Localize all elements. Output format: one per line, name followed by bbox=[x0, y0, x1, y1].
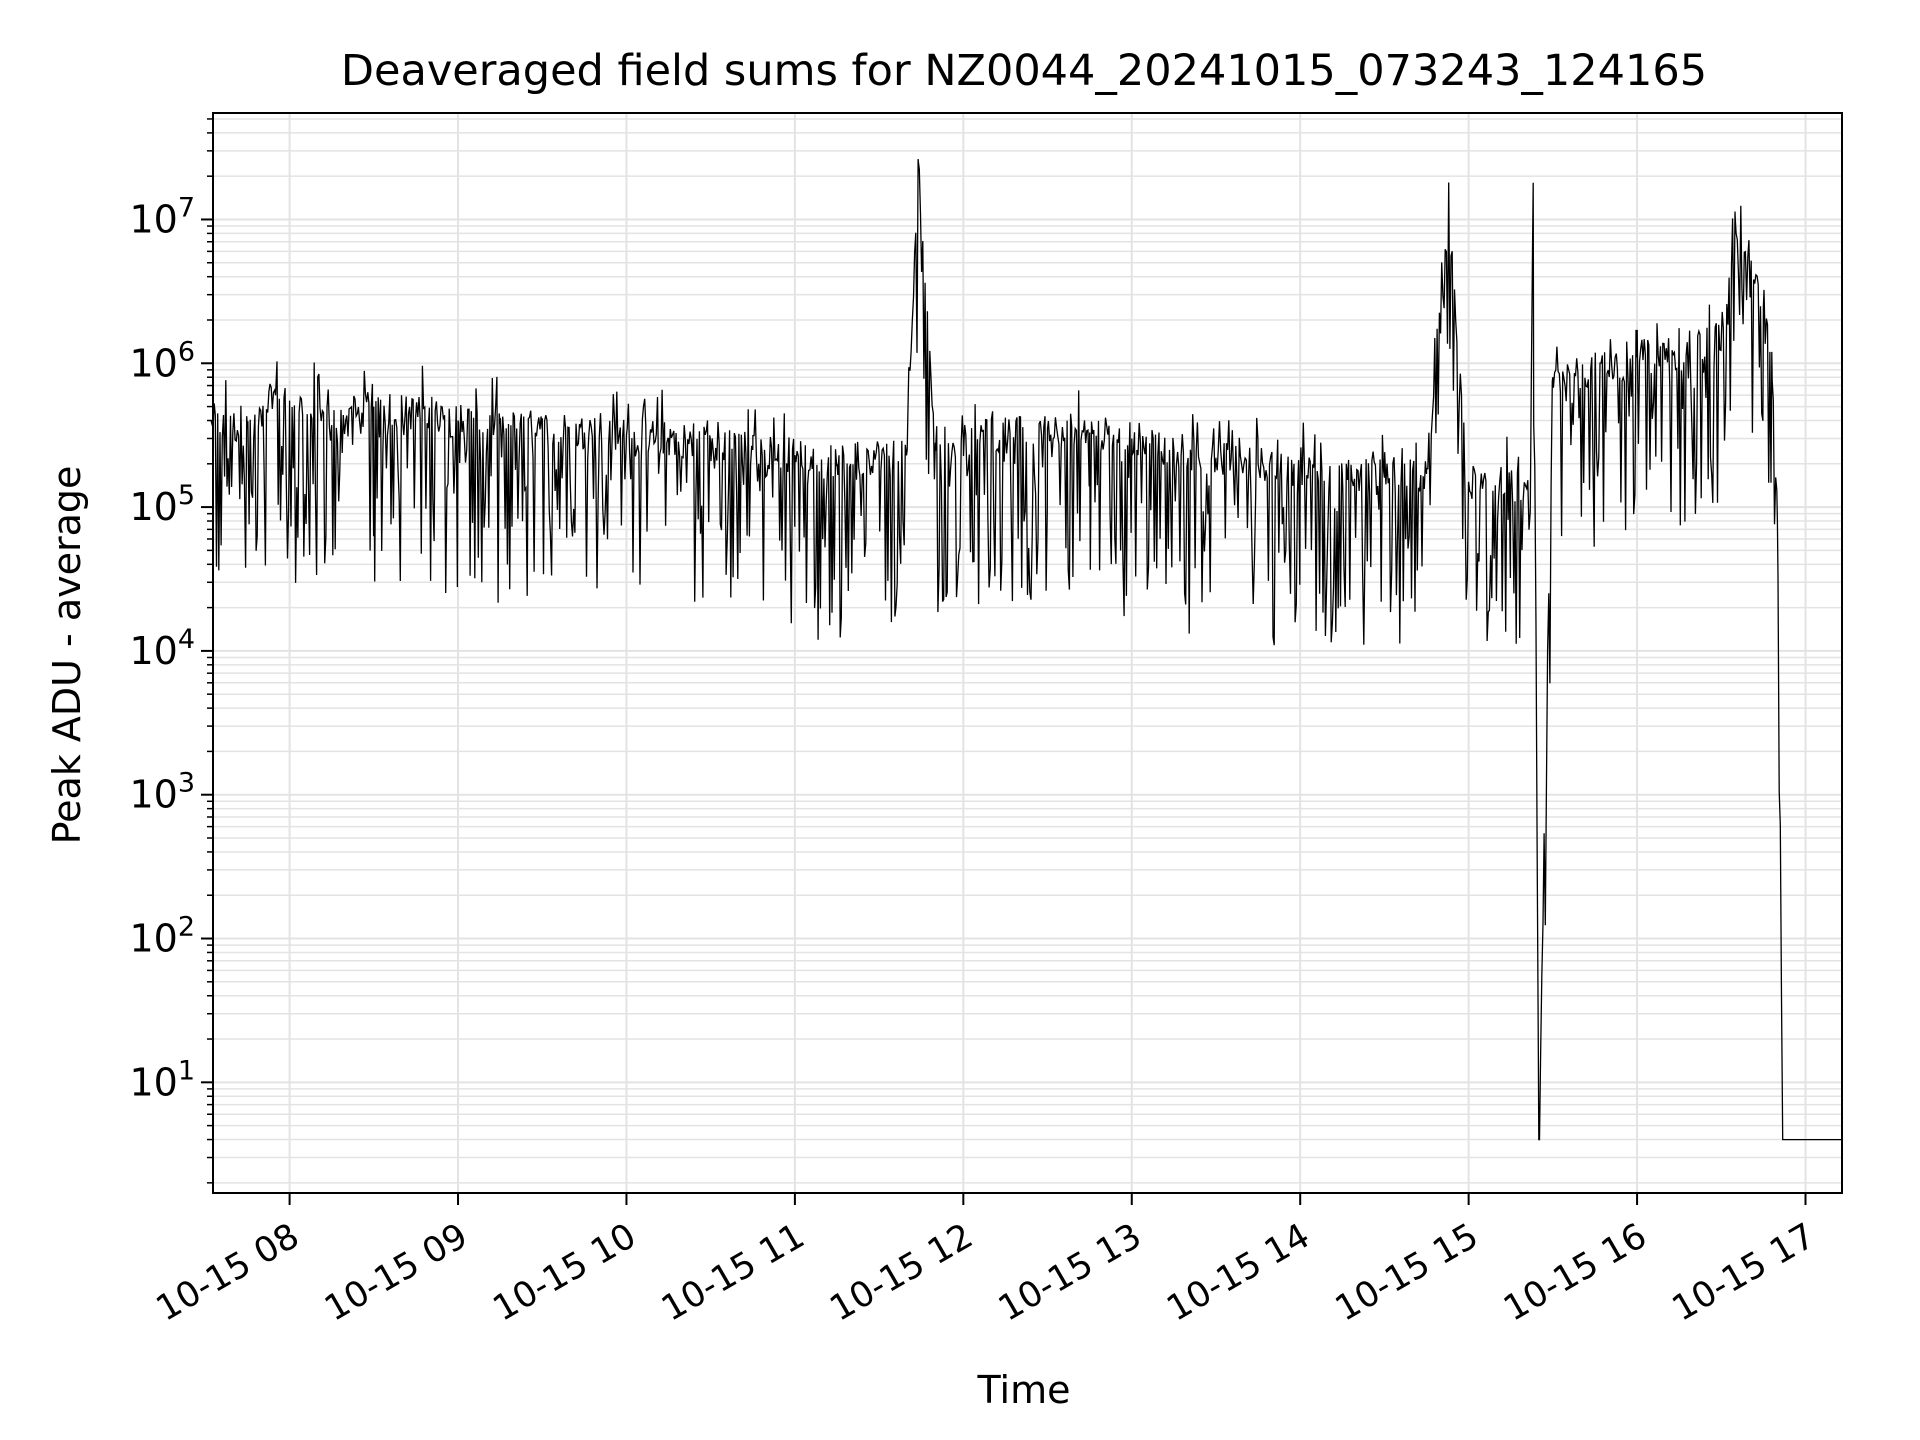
tick-layer: 10-15 08 10-15 09 10-15 10 10-15 11 10-15 12… bbox=[129, 118, 1822, 1329]
y-tick-label: 105 bbox=[129, 480, 195, 529]
series-line bbox=[210, 159, 1842, 1141]
chart-title: Deaveraged field sums for NZ0044_2024101… bbox=[341, 46, 1707, 96]
x-axis-label: Time bbox=[977, 1368, 1071, 1412]
x-tick-label: 10-15 17 bbox=[1666, 1216, 1822, 1329]
grid-layer bbox=[213, 113, 1842, 1193]
x-tick-label: 10-15 11 bbox=[655, 1216, 811, 1329]
x-tick-label: 10-15 16 bbox=[1497, 1216, 1653, 1329]
y-tick-label: 107 bbox=[129, 192, 195, 241]
y-tick-label: 103 bbox=[129, 768, 195, 817]
x-tick-label: 10-15 08 bbox=[150, 1216, 306, 1329]
x-tick-label: 10-15 10 bbox=[487, 1216, 643, 1329]
y-tick-label: 102 bbox=[129, 912, 195, 961]
x-tick-label: 10-15 12 bbox=[824, 1216, 980, 1329]
y-tick-label: 106 bbox=[129, 336, 195, 385]
y-tick-label: 101 bbox=[129, 1055, 195, 1104]
plot-area-frame bbox=[212, 112, 1843, 1194]
x-tick-label: 10-15 09 bbox=[318, 1216, 474, 1329]
y-axis-label: Peak ADU - average bbox=[45, 466, 89, 845]
x-tick-label: 10-15 15 bbox=[1329, 1216, 1485, 1329]
x-tick-label: 10-15 13 bbox=[992, 1216, 1148, 1329]
y-tick-label: 104 bbox=[129, 624, 195, 673]
x-tick-label: 10-15 14 bbox=[1160, 1216, 1316, 1329]
data-line-layer bbox=[210, 159, 1842, 1141]
